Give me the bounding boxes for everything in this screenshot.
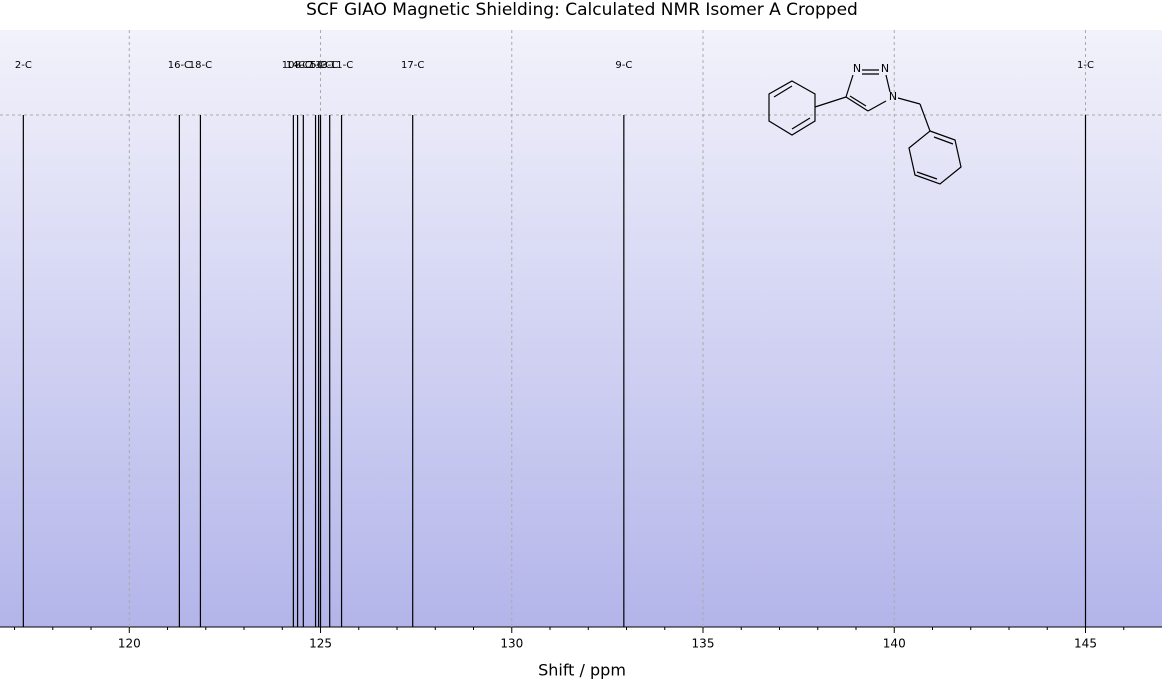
molecule-structure: [768, 69, 962, 185]
peak-label: 17-C: [401, 60, 424, 71]
peak-label: 9-C: [615, 60, 632, 71]
atom-label: N: [881, 62, 889, 75]
peak-label: 3-C: [321, 60, 338, 71]
atom-label: N: [853, 62, 861, 75]
x-axis-label: Shift / ppm: [538, 661, 626, 680]
peak-label: 16-C: [168, 60, 191, 71]
x-tick-label: 145: [1074, 637, 1097, 651]
peak-label: 11-C: [330, 60, 353, 71]
atom-label: N: [889, 90, 897, 103]
x-tick-label: 140: [883, 637, 906, 651]
x-tick-label: 120: [118, 637, 141, 651]
chart-title: SCF GIAO Magnetic Shielding: Calculated …: [306, 0, 858, 20]
peak-label: 10-C: [282, 60, 305, 71]
peak-label: 1-C: [1077, 60, 1094, 71]
x-tick-label: 125: [309, 637, 332, 651]
peak-label: 7-C: [307, 60, 324, 71]
peak-label: 2-C: [15, 60, 32, 71]
peak-label: 18-C: [189, 60, 212, 71]
x-tick-label: 130: [500, 637, 523, 651]
peak-label: 14-C: [286, 60, 309, 71]
peak-label: 5-C: [310, 60, 327, 71]
x-tick-label: 135: [692, 637, 715, 651]
peak-label: 8-C: [295, 60, 312, 71]
peak-label: 13-C: [309, 60, 332, 71]
plot-area: [0, 30, 1162, 627]
